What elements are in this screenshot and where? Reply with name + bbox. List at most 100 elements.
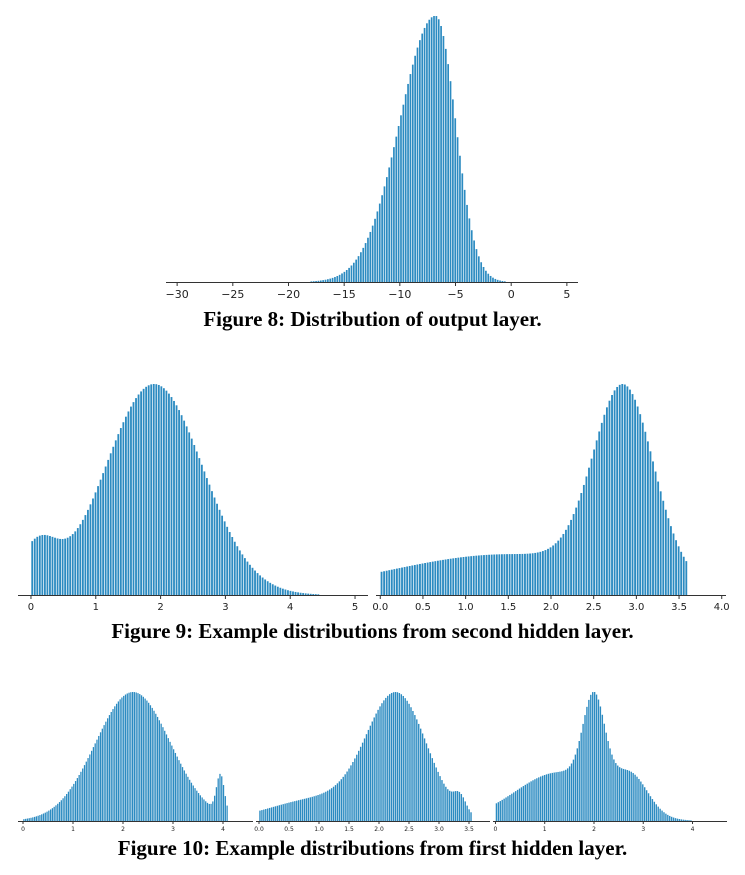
bar: [224, 796, 226, 821]
bar: [690, 820, 692, 821]
bar: [557, 771, 559, 821]
bar: [41, 535, 44, 595]
bar: [529, 553, 531, 595]
bar: [530, 781, 532, 821]
bar: [97, 486, 99, 595]
bar: [472, 555, 475, 595]
bar: [313, 796, 315, 821]
bar: [657, 481, 660, 595]
bar: [376, 211, 379, 282]
bar: [114, 706, 116, 821]
bar: [513, 554, 516, 595]
bar: [172, 749, 175, 821]
bar: [94, 743, 96, 821]
bar: [87, 758, 89, 821]
bar: [605, 407, 608, 595]
bar: [607, 741, 609, 821]
bar: [600, 422, 603, 595]
bar: [669, 815, 671, 821]
bar: [360, 252, 362, 282]
bar: [203, 799, 205, 821]
bar: [338, 781, 341, 821]
bar: [102, 473, 105, 595]
bar: [71, 534, 74, 595]
bar: [433, 762, 435, 821]
x-tick-label: 2: [157, 602, 163, 613]
bar: [499, 280, 501, 282]
bar: [547, 548, 549, 595]
bar: [411, 64, 414, 282]
bar: [76, 528, 79, 595]
bar: [42, 813, 45, 821]
bar: [447, 64, 450, 283]
bar: [468, 809, 470, 821]
bar: [62, 798, 64, 821]
bar: [249, 564, 251, 595]
bar: [447, 789, 449, 821]
bar: [117, 434, 120, 595]
bar: [630, 771, 632, 821]
bar: [48, 810, 50, 821]
bar: [470, 556, 473, 595]
bar: [265, 809, 267, 821]
bar: [518, 553, 521, 595]
bar: [522, 786, 525, 821]
bar: [378, 203, 381, 282]
bar: [363, 738, 366, 821]
x-tick-label: 0.0: [372, 602, 388, 613]
bar: [319, 280, 322, 282]
bar: [180, 763, 182, 821]
bar: [434, 561, 437, 595]
bar: [274, 806, 277, 821]
bar: [216, 503, 218, 595]
bar: [142, 388, 145, 595]
bar: [483, 555, 485, 595]
bar: [568, 766, 571, 821]
bar: [89, 504, 92, 595]
bar: [288, 802, 290, 821]
bar: [436, 560, 439, 595]
bar: [105, 721, 107, 821]
x-tick-label: 3: [222, 602, 228, 613]
bar: [365, 734, 368, 821]
bar: [597, 699, 600, 821]
bar: [152, 384, 155, 595]
bar: [534, 552, 537, 595]
bar: [284, 803, 286, 821]
bar: [554, 543, 557, 595]
bar: [406, 700, 408, 821]
bar: [354, 758, 356, 821]
bar: [44, 812, 46, 821]
bar: [622, 768, 625, 821]
bar: [582, 484, 585, 595]
bar: [516, 554, 519, 595]
bar: [576, 748, 578, 821]
bar: [441, 780, 443, 821]
bar: [332, 786, 335, 821]
x-tick-label: 3.5: [671, 602, 687, 613]
x-tick-label: 1: [93, 602, 99, 613]
bar: [452, 558, 455, 595]
bar: [125, 416, 127, 595]
bar: [426, 562, 429, 595]
bar: [686, 820, 688, 821]
bar: [654, 471, 657, 595]
bars: [259, 692, 472, 821]
bar: [327, 790, 329, 821]
bar: [443, 783, 445, 821]
bar: [236, 546, 239, 595]
bar: [375, 713, 377, 821]
bar: [381, 703, 383, 821]
bar: [488, 554, 491, 595]
bar: [33, 816, 36, 821]
bar: [390, 569, 393, 595]
bar: [314, 594, 317, 595]
bar: [429, 753, 432, 821]
bar: [526, 783, 528, 821]
bar: [350, 265, 353, 282]
bar: [199, 795, 202, 821]
bar: [290, 802, 292, 821]
bar: [350, 765, 352, 821]
bar: [442, 36, 445, 282]
figure-10-caption: Figure 10: Example distributions from fi…: [117, 836, 628, 860]
